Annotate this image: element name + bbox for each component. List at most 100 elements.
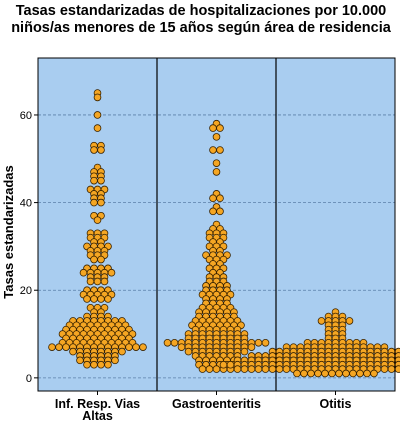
y-tick-label: 20 [20, 285, 32, 297]
y-tick-label: 60 [20, 110, 32, 122]
data-point [79, 268, 88, 277]
chart-title-line-2: niños/as menores de 15 años según área d… [11, 20, 392, 36]
data-point [97, 198, 105, 207]
data-point [93, 277, 102, 286]
data-point [261, 365, 270, 373]
data-point [216, 207, 224, 216]
gridlines [38, 114, 395, 379]
data-point [55, 343, 63, 351]
data-point [328, 369, 336, 378]
x-category-label: Altas [82, 409, 113, 423]
data-point [97, 146, 105, 154]
data-point [233, 365, 242, 373]
data-point [209, 146, 217, 154]
data-point [83, 360, 91, 369]
data-point [240, 365, 249, 373]
data-point [317, 317, 326, 325]
data-point [342, 369, 350, 378]
data-point [314, 369, 322, 378]
data-point [212, 159, 221, 167]
data-point [394, 365, 400, 373]
data-point [216, 194, 224, 203]
data-point [335, 369, 343, 378]
y-axis-title: Tasas estandarizadas [1, 165, 16, 298]
data-point [93, 111, 102, 119]
data-point [209, 207, 217, 216]
data-point [240, 347, 249, 356]
data-point [247, 343, 256, 351]
data-point [97, 176, 105, 185]
data-point [219, 360, 228, 369]
data-point [100, 277, 109, 286]
data-point [69, 347, 77, 356]
category-dividers [156, 58, 277, 391]
x-category-label: Inf. Resp. Vias [55, 397, 140, 411]
data-point [90, 198, 98, 207]
data-point [387, 365, 396, 373]
data-point [93, 93, 102, 102]
data-point [111, 356, 119, 365]
data-point [90, 176, 98, 185]
data-point [293, 369, 301, 378]
data-point [212, 168, 221, 176]
data-point [216, 146, 224, 154]
data-point [93, 124, 102, 132]
data-point [184, 347, 193, 356]
data-point [254, 365, 263, 373]
x-category-label: Gastroenteritis [172, 397, 261, 411]
data-point [212, 365, 221, 373]
data-points [48, 89, 400, 378]
data-point [86, 277, 95, 286]
data-point [107, 268, 116, 277]
data-point [226, 360, 235, 369]
data-point [170, 338, 179, 347]
data-point [268, 365, 277, 373]
data-point [125, 343, 133, 351]
x-category-label: Otitis [320, 397, 352, 411]
y-axis: 0 20 40 60 [20, 110, 38, 385]
data-point [48, 343, 56, 351]
data-point [307, 369, 315, 378]
data-point [97, 360, 105, 369]
data-point [62, 343, 70, 351]
data-point [177, 343, 186, 351]
data-point [216, 124, 224, 132]
data-point [275, 365, 284, 373]
chart-title-line-1: Tasas estandarizadas de hospitalizacione… [16, 3, 386, 19]
data-point [370, 369, 378, 378]
data-point [90, 255, 98, 264]
data-point [139, 343, 147, 351]
data-point [90, 360, 98, 369]
data-point [163, 338, 172, 347]
data-point [76, 356, 84, 365]
y-tick-label: 40 [20, 198, 32, 210]
data-point [97, 255, 105, 264]
data-point [90, 146, 98, 154]
data-point [93, 216, 102, 224]
data-point [97, 295, 105, 303]
data-point [349, 369, 357, 378]
data-point [205, 365, 214, 373]
data-point [261, 338, 270, 347]
data-point [209, 124, 217, 132]
data-point [104, 360, 112, 369]
data-point [282, 365, 291, 373]
data-point [254, 338, 263, 347]
data-point [83, 295, 91, 303]
data-point [90, 295, 98, 303]
data-point [209, 194, 217, 203]
data-point [132, 343, 140, 351]
y-tick-label: 0 [26, 373, 32, 385]
data-point [300, 369, 308, 378]
data-point [356, 369, 364, 378]
data-point [118, 347, 126, 356]
data-point [104, 295, 112, 303]
data-point [321, 369, 329, 378]
data-point [345, 317, 354, 325]
data-point [247, 365, 256, 373]
data-point [363, 369, 371, 378]
data-point [380, 365, 389, 373]
data-point [198, 365, 207, 373]
